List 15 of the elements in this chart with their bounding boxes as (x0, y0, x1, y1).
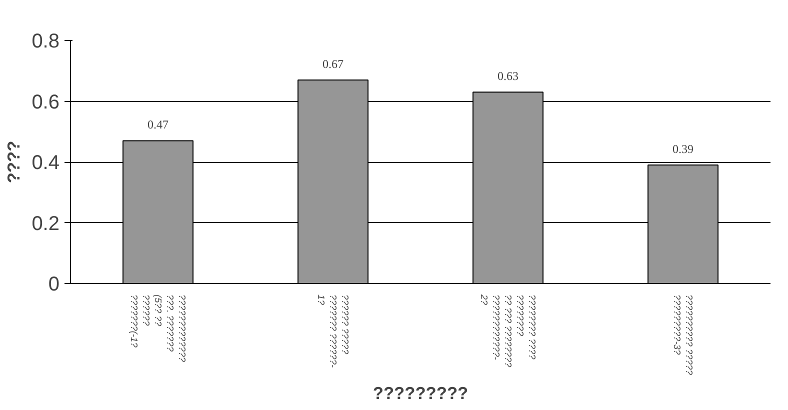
x-tick-label: ?????????? ????? ?????????-3? (672, 294, 694, 376)
data-label: 0.47 (148, 118, 168, 132)
data-label: 0.67 (322, 56, 344, 71)
x-tick-label: ???????? ???? ???????? ?? ??? ???????? ????????????- 2? (479, 294, 537, 368)
y-tick-label: 0 (48, 274, 60, 296)
y-tick-label: 0.6 (32, 91, 60, 114)
data-label: 0.63 (498, 69, 518, 84)
y-tick-label: 0.2 (32, 212, 60, 235)
data-label: 0.39 (672, 142, 694, 156)
x-tick-label: ????????????? ???. ??????? (5?? ?? ?????? ???????(-1? (129, 294, 187, 363)
y-axis-title: ???? (4, 140, 24, 184)
y-tick-label: 0.4 (32, 152, 60, 174)
y-tick-label: 0.8 (32, 30, 60, 52)
x-tick-label: ?????? ????? ??????? ??????- 1? (316, 294, 350, 368)
x-axis-title: ????????? (372, 382, 468, 403)
